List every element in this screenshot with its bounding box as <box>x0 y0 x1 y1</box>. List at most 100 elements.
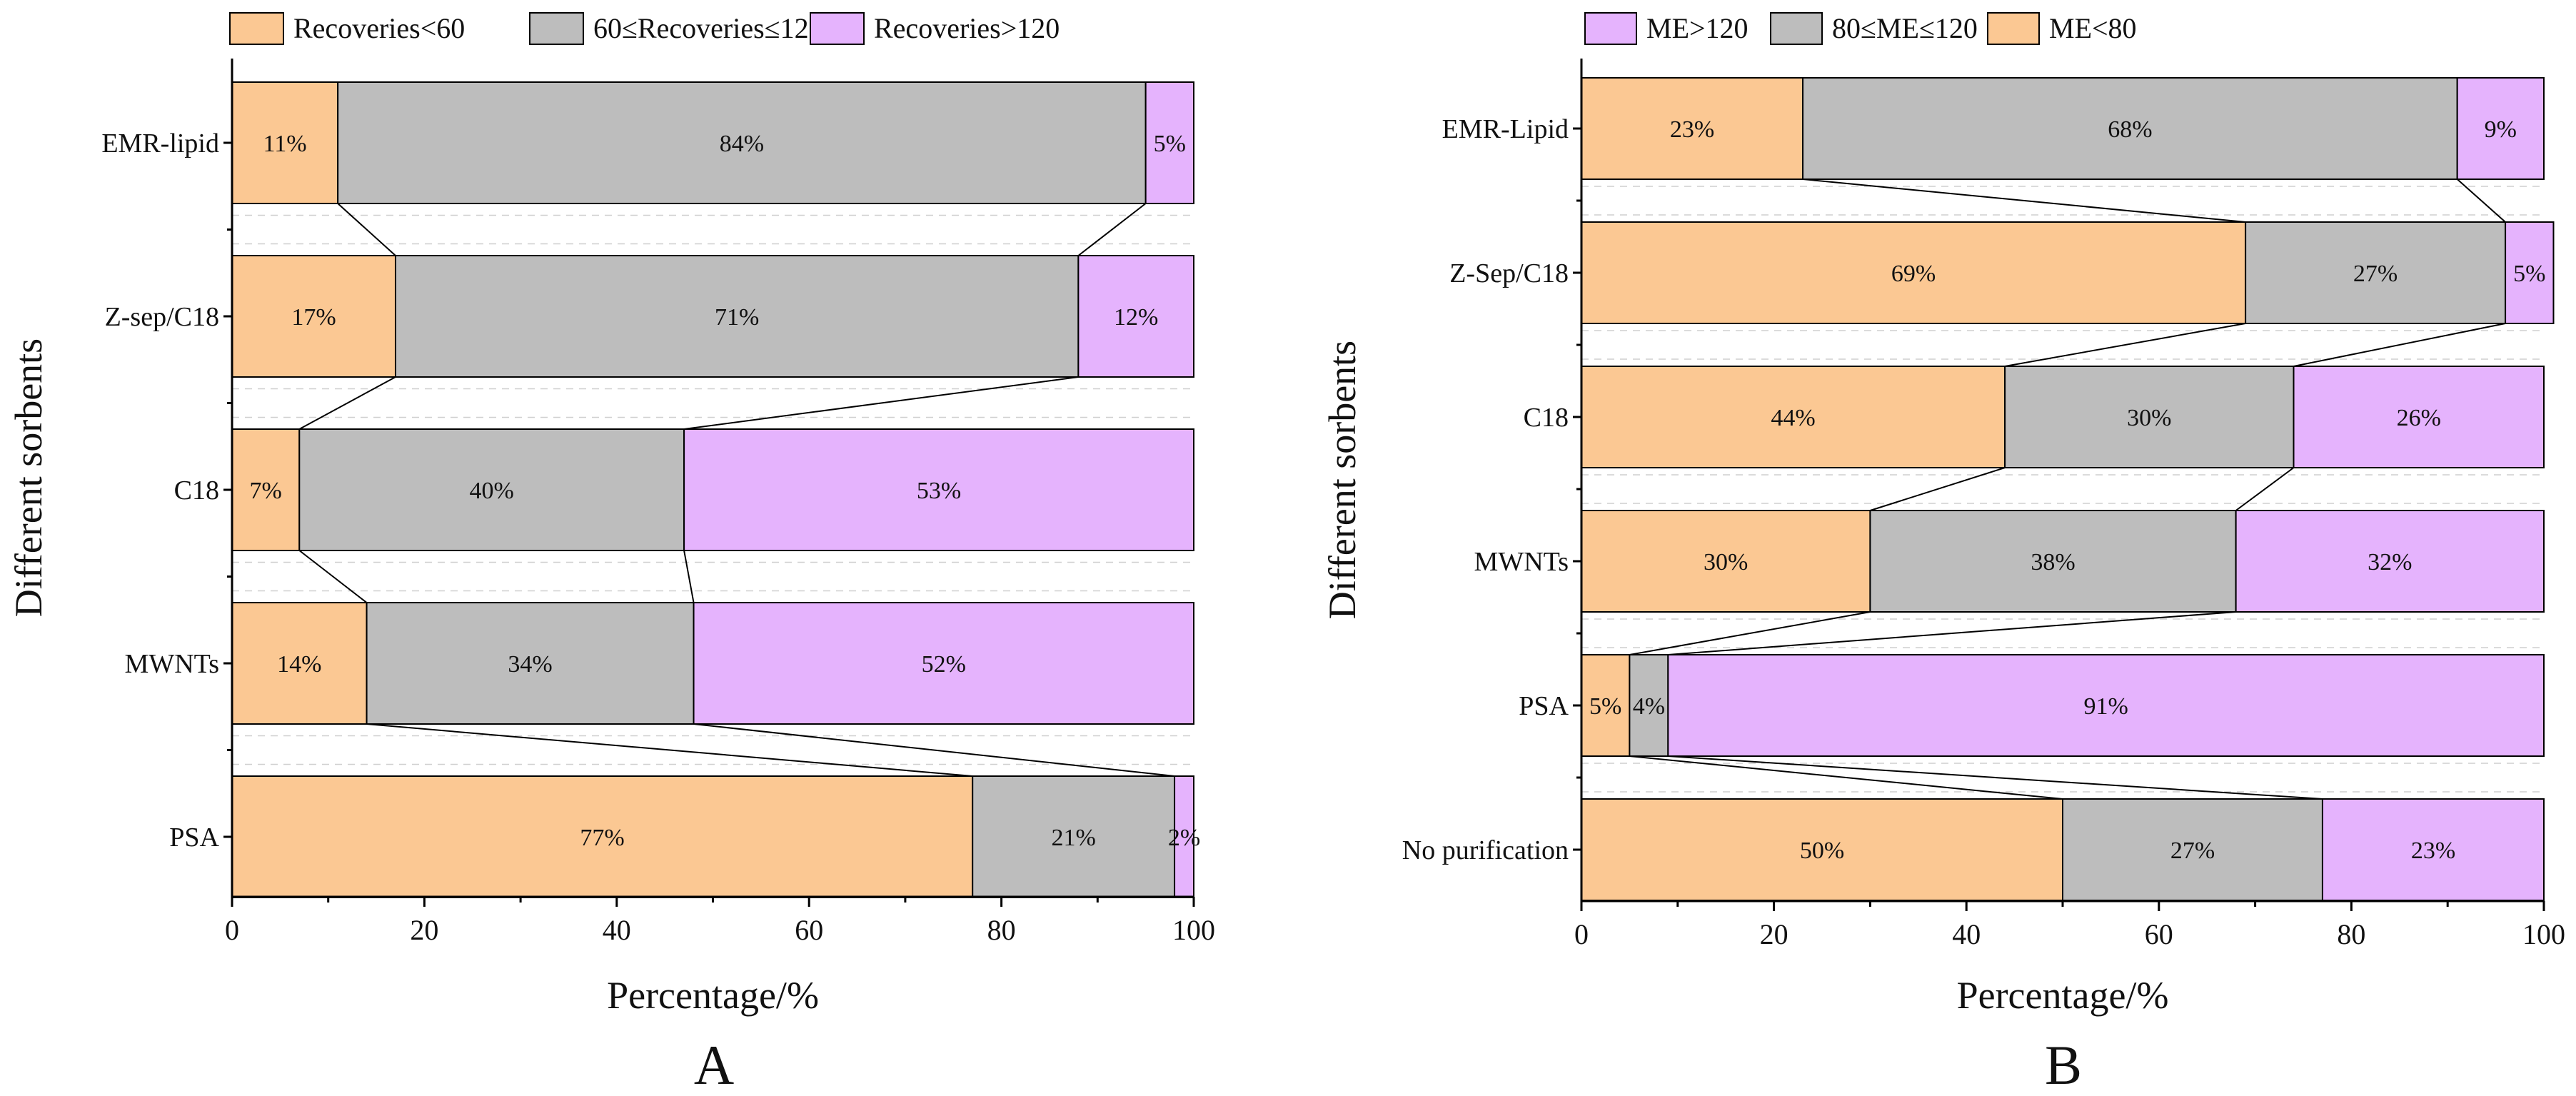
category-label: PSA <box>169 823 219 853</box>
category-label: MWNTs <box>125 649 219 679</box>
bar-data-label: 32% <box>2368 549 2412 575</box>
category-label: MWNTs <box>1474 547 1569 577</box>
x-tick-label: 60 <box>795 914 823 946</box>
bar-data-label: 14% <box>277 651 321 678</box>
bar-data-label: 69% <box>1891 261 1936 287</box>
bar-segment <box>1802 77 2458 180</box>
connector-line <box>2004 323 2246 367</box>
bar-data-label: 27% <box>2170 838 2215 864</box>
connector-line <box>2457 179 2506 223</box>
bar-data-label: 17% <box>291 304 336 331</box>
bar-segment <box>2505 221 2555 324</box>
category-label: Z-sep/C18 <box>105 302 219 332</box>
bar-data-label: 12% <box>1114 304 1158 331</box>
x-tick-label: 60 <box>2145 918 2173 950</box>
legend-swatch <box>810 12 865 45</box>
bar-segment <box>972 775 1176 898</box>
bar-data-label: 21% <box>1051 825 1095 851</box>
legend-swatch <box>229 12 284 45</box>
connector-line <box>1870 467 2006 511</box>
legend-swatch <box>1770 12 1823 45</box>
bar-data-label: 5% <box>1589 693 1621 720</box>
x-tick-label: 0 <box>1574 918 1589 950</box>
bar-segment <box>2293 366 2545 468</box>
connector-line <box>693 723 1175 777</box>
bar-segment <box>1581 654 1631 757</box>
connector-line <box>1668 755 2323 800</box>
bar-segment <box>683 428 1194 551</box>
bar-data-label: 26% <box>2397 405 2441 431</box>
connector-line <box>298 550 368 603</box>
connector-line <box>1668 611 2236 655</box>
category-label: EMR-lipid <box>101 129 219 159</box>
bar-data-label: 11% <box>263 131 307 157</box>
connector-line <box>1629 611 1871 655</box>
bar-data-label: 44% <box>1771 405 1815 431</box>
y-axis-title: Different sorbents <box>1321 341 1364 619</box>
connector-line <box>298 376 396 430</box>
bar-data-label: 4% <box>1633 693 1665 720</box>
legend-label: ME<80 <box>2049 12 2137 44</box>
panel-a-chart: 11% 84% 5% 17% 71% 12% 7% 40% 53% 14% 34% 52% 77% 21%… <box>7 12 1215 1096</box>
bar-data-label: 30% <box>1704 549 1748 575</box>
bar-data-label: 5% <box>2513 261 2545 287</box>
bar-data-label: 40% <box>470 478 514 504</box>
legend-swatch <box>1584 12 1637 45</box>
x-tick-label: 20 <box>410 914 438 946</box>
bar-data-label: 77% <box>580 825 624 851</box>
connector-line <box>2293 323 2506 367</box>
category-label: C18 <box>174 476 219 506</box>
x-tick-label: 20 <box>1760 918 1788 950</box>
bar-data-label: 91% <box>2083 693 2128 720</box>
legend-label: Recoveries<60 <box>293 12 465 44</box>
connector-line <box>1629 755 2063 800</box>
connector-line <box>1802 179 2246 223</box>
legend-label: ME>120 <box>1646 12 1749 44</box>
category-label: PSA <box>1519 691 1569 721</box>
legend-label: 80≤ME≤120 <box>1832 12 1978 44</box>
bar-data-label: 71% <box>715 304 759 331</box>
bar-data-label: 50% <box>1800 838 1844 864</box>
connector-line <box>337 203 396 256</box>
bar-segment <box>1144 81 1195 204</box>
legend-swatch <box>1987 12 2040 45</box>
bar-segment <box>2004 366 2295 468</box>
bars: 11% 84% 5% 17% 71% 12% 7% 40% 53% 14% 34% 52% 77% 21%… <box>231 81 1200 898</box>
x-tick-label: 40 <box>603 914 631 946</box>
bar-data-label: 5% <box>1154 131 1186 157</box>
bar-segment <box>1869 510 2237 613</box>
bar-data-label: 2% <box>1168 825 1200 851</box>
x-axis-title: Percentage/% <box>1957 974 2169 1017</box>
x-axis-title: Percentage/% <box>607 974 819 1017</box>
x-tick-label: 100 <box>1172 914 1215 946</box>
bar-data-label: 34% <box>508 651 552 678</box>
x-tick-label: 80 <box>2337 918 2365 950</box>
x-tick-label: 40 <box>1952 918 1981 950</box>
panel-b-chart: 23% 68% 9% 69% 27% 5% 44% 30% 26% 30% 38% 32% 5% 4% 91… <box>1321 12 2565 1096</box>
bars: 23% 68% 9% 69% 27% 5% 44% 30% 26% 30% 38% 32% 5% 4% 91… <box>1581 77 2555 901</box>
bar-segment <box>1581 510 1871 613</box>
x-tick-label: 80 <box>987 914 1016 946</box>
bar-segment <box>2456 77 2545 180</box>
bar-data-label: 23% <box>2411 838 2455 864</box>
panel-letter: B <box>2045 1034 2082 1096</box>
bar-data-label: 38% <box>2031 549 2075 575</box>
bar-segment <box>231 428 301 551</box>
legend-swatch <box>529 12 584 45</box>
bar-segment <box>298 428 685 551</box>
bar-data-label: 27% <box>2353 261 2398 287</box>
bar-data-label: 53% <box>917 478 961 504</box>
bar-data-label: 84% <box>720 131 764 157</box>
legend-label: 60≤Recoveries≤120 <box>593 12 823 44</box>
legend: Recoveries<60 60≤Recoveries≤120 Recoveries… <box>229 12 1060 45</box>
bar-segment <box>337 81 1147 204</box>
y-axis-title: Different sorbents <box>7 338 50 617</box>
category-label: No purification <box>1402 835 1569 865</box>
bar-data-label: 68% <box>2108 116 2152 143</box>
connector-line <box>683 376 1079 430</box>
connector-lines <box>1629 179 2506 800</box>
bar-segment <box>2321 798 2545 901</box>
connector-line <box>366 723 973 777</box>
legend-label: Recoveries>120 <box>874 12 1060 44</box>
